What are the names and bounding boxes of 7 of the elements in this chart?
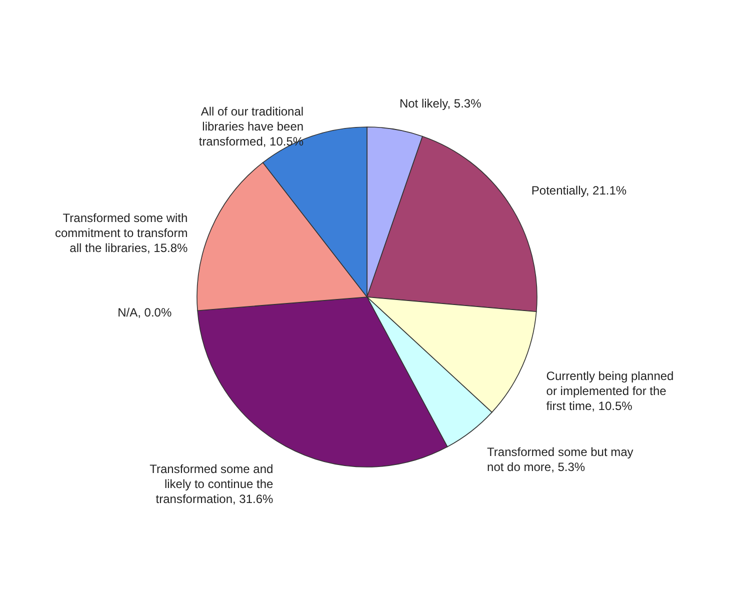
- slice-label: Transformed some and likely to continue the transformation, 31.6%: [150, 462, 274, 506]
- category-label: N/A, 0.0%: [118, 306, 172, 320]
- slice-label: Transformed some but may not do more, 5.3%: [487, 444, 634, 474]
- slice-label: Currently being planned or implemented for the first time, 10.5%: [546, 369, 674, 414]
- slice-label: Not likely, 5.3%: [399, 96, 482, 111]
- slice-label: Transformed some with commitment to transform all the libraries, 15.8%: [55, 210, 188, 255]
- slice-label: Potentially, 21.1%: [531, 183, 627, 198]
